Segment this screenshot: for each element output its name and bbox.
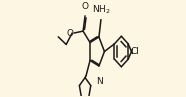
Text: O: O bbox=[67, 29, 74, 38]
Text: Cl: Cl bbox=[130, 47, 139, 56]
Text: NH$_2$: NH$_2$ bbox=[92, 3, 111, 16]
Text: O: O bbox=[82, 2, 89, 11]
Text: N: N bbox=[97, 77, 103, 86]
